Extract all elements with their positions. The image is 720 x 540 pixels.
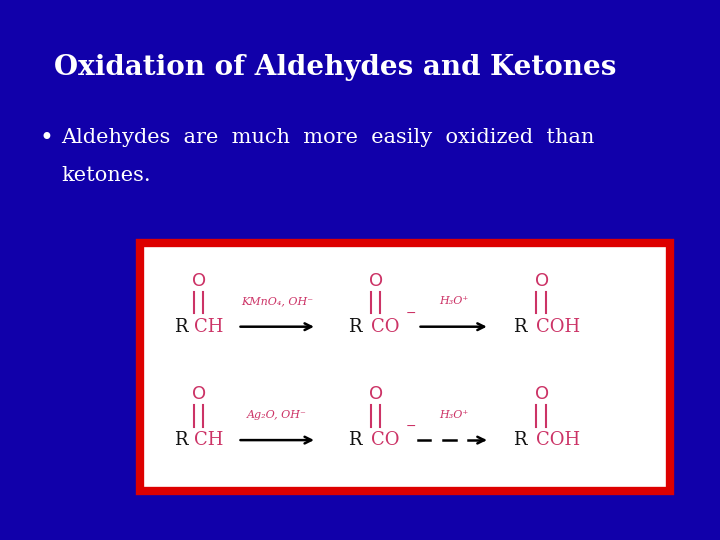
Text: H₃O⁺: H₃O⁺ (439, 296, 468, 306)
Text: R: R (348, 431, 361, 449)
Text: CO: CO (371, 318, 400, 336)
Text: H₃O⁺: H₃O⁺ (439, 409, 468, 420)
Text: O: O (535, 385, 549, 403)
Text: R: R (348, 318, 361, 336)
Text: Oxidation of Aldehydes and Ketones: Oxidation of Aldehydes and Ketones (54, 54, 616, 81)
Text: −: − (405, 420, 416, 433)
Text: COH: COH (536, 318, 580, 336)
Text: O: O (369, 272, 384, 290)
Text: ketones.: ketones. (61, 166, 150, 185)
Text: R: R (174, 431, 187, 449)
Text: R: R (513, 318, 527, 336)
Text: O: O (369, 385, 384, 403)
Text: R: R (513, 431, 527, 449)
Bar (140, 243, 670, 491)
Text: Aldehydes  are  much  more  easily  oxidized  than: Aldehydes are much more easily oxidized … (61, 128, 595, 147)
Text: Ag₂O, OH⁻: Ag₂O, OH⁻ (247, 409, 307, 420)
Text: O: O (535, 272, 549, 290)
Text: CH: CH (194, 318, 224, 336)
Text: O: O (192, 385, 207, 403)
Text: CH: CH (194, 431, 224, 449)
Text: COH: COH (536, 431, 580, 449)
Text: CO: CO (371, 431, 400, 449)
Text: KMnO₄, OH⁻: KMnO₄, OH⁻ (241, 296, 313, 306)
Text: R: R (174, 318, 187, 336)
Text: −: − (405, 307, 416, 320)
Text: O: O (192, 272, 207, 290)
Text: •: • (40, 126, 53, 150)
